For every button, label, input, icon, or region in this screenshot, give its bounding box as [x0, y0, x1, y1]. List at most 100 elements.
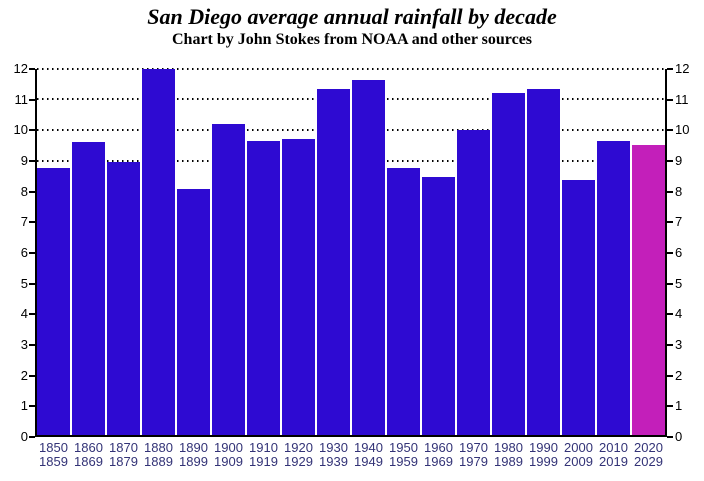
decade-end-label: 1949	[354, 454, 383, 469]
y-tick-right-7	[667, 221, 673, 224]
decade-end-label: 1959	[389, 454, 418, 469]
gridlines	[37, 68, 665, 435]
decade-end-label: 1929	[284, 454, 313, 469]
y-tick-left-3	[29, 344, 35, 346]
y-tick-right-1	[667, 405, 673, 408]
x-tick-label-2020: 2020 2029	[632, 441, 665, 469]
y-tick-right-8	[667, 190, 673, 193]
y-tick-left-10	[29, 129, 35, 132]
bar-1910s	[247, 140, 280, 435]
y-tick-label-right-0: 0	[675, 429, 683, 444]
y-tick-label-right-10: 10	[675, 122, 690, 138]
decade-start-label: 1890	[179, 440, 208, 455]
y-tick-label-left-4: 4	[20, 306, 28, 322]
y-tick-label-right-1: 1	[675, 398, 683, 414]
y-tick-label-left-3: 3	[20, 337, 28, 352]
x-tick-label-1920: 1920 1929	[282, 441, 315, 469]
y-tick-left-2	[29, 374, 35, 377]
x-tick-label-1900: 1900 1909	[212, 441, 245, 469]
decade-start-label: 1940	[354, 440, 383, 455]
y-tick-label-right-3: 3	[675, 337, 683, 352]
chart-title: San Diego average annual rainfall by dec…	[147, 4, 557, 29]
bar-1970s	[457, 130, 490, 435]
y-tick-right-6	[667, 252, 673, 254]
x-tick-label-1860: 1860 1869	[72, 441, 105, 469]
y-tick-label-left-10: 10	[13, 122, 28, 138]
bar-1900s	[212, 123, 245, 435]
decade-end-label: 1939	[319, 454, 348, 469]
decade-end-label: 1989	[494, 454, 523, 469]
y-tick-right-5	[667, 282, 673, 285]
bar-2010s	[597, 140, 630, 435]
decade-start-label: 1910	[249, 440, 278, 455]
gridline-11	[37, 98, 665, 101]
y-tick-label-left-9: 9	[20, 153, 28, 168]
decade-start-label: 1990	[529, 440, 558, 455]
decade-start-label: 1970	[459, 440, 488, 455]
chart-subtitle: Chart by John Stokes from NOAA and other…	[171, 31, 533, 48]
y-tick-label-right-12: 12	[675, 61, 690, 76]
bar-1950s	[387, 168, 420, 435]
bar-1930s	[317, 88, 350, 435]
gridline-10	[37, 128, 665, 131]
y-tick-label-left-12: 12	[13, 61, 28, 76]
decade-start-label: 1880	[144, 440, 173, 455]
y-tick-label-right-5: 5	[675, 275, 683, 291]
y-tick-label-right-11: 11	[675, 91, 689, 107]
y-tick-right-0	[667, 436, 673, 438]
decade-end-label: 1919	[249, 454, 278, 469]
x-tick-label-1880: 1880 1889	[142, 441, 175, 469]
decade-end-label: 1859	[39, 454, 68, 469]
decade-end-label: 1889	[144, 454, 173, 469]
y-tick-right-4	[667, 313, 673, 316]
bar-1940s	[352, 79, 385, 435]
bar-1870s	[107, 162, 140, 435]
y-tick-left-9	[29, 160, 35, 162]
decade-start-label: 1920	[284, 440, 313, 455]
y-tick-left-12	[29, 68, 35, 70]
y-tick-left-8	[29, 190, 35, 193]
x-tick-label-1930: 1930 1939	[317, 441, 350, 469]
y-tick-right-10	[667, 129, 673, 132]
decade-start-label: 1870	[109, 440, 138, 455]
bar-1850s	[37, 168, 70, 435]
y-tick-label-left-5: 5	[20, 275, 28, 291]
y-tick-right-11	[667, 98, 673, 101]
gridline-3	[37, 342, 665, 345]
bar-1890s	[177, 189, 210, 435]
x-tick-label-1970: 1970 1979	[457, 441, 490, 469]
decade-start-label: 2010	[599, 440, 628, 455]
decade-end-label: 1969	[424, 454, 453, 469]
decade-end-label: 2009	[564, 454, 593, 469]
x-tick-label-1850: 1850 1859	[37, 441, 70, 469]
decade-end-label: 2019	[599, 454, 628, 469]
x-tick-label-1890: 1890 1899	[177, 441, 210, 469]
y-tick-label-left-2: 2	[20, 367, 28, 383]
bar-1920s	[282, 139, 315, 435]
decade-start-label: 1980	[494, 440, 523, 455]
gridline-4	[37, 311, 665, 314]
y-tick-label-right-7: 7	[675, 214, 683, 230]
bar-2000s	[562, 180, 595, 435]
y-tick-right-3	[667, 344, 673, 346]
x-tick-label-1980: 1980 1989	[492, 441, 525, 469]
decade-end-label: 1879	[109, 454, 138, 469]
decade-start-label: 2020	[634, 440, 663, 455]
gridline-1	[37, 403, 665, 406]
x-tick-label-1990: 1990 1999	[527, 441, 560, 469]
decade-end-label: 2029	[634, 454, 663, 469]
decade-start-label: 1850	[39, 440, 68, 455]
gridline-6	[37, 251, 665, 253]
decade-start-label: 1960	[424, 440, 453, 455]
decade-end-label: 1909	[214, 454, 243, 469]
gridline-7	[37, 220, 665, 223]
bar-1860s	[72, 142, 105, 435]
y-tick-label-left-0: 0	[20, 429, 28, 444]
gridline-5	[37, 281, 665, 284]
decade-start-label: 1930	[319, 440, 348, 455]
x-tick-label-2010: 2010 2019	[597, 441, 630, 469]
decade-start-label: 1950	[389, 440, 418, 455]
decade-start-label: 1860	[74, 440, 103, 455]
y-tick-left-6	[29, 252, 35, 254]
